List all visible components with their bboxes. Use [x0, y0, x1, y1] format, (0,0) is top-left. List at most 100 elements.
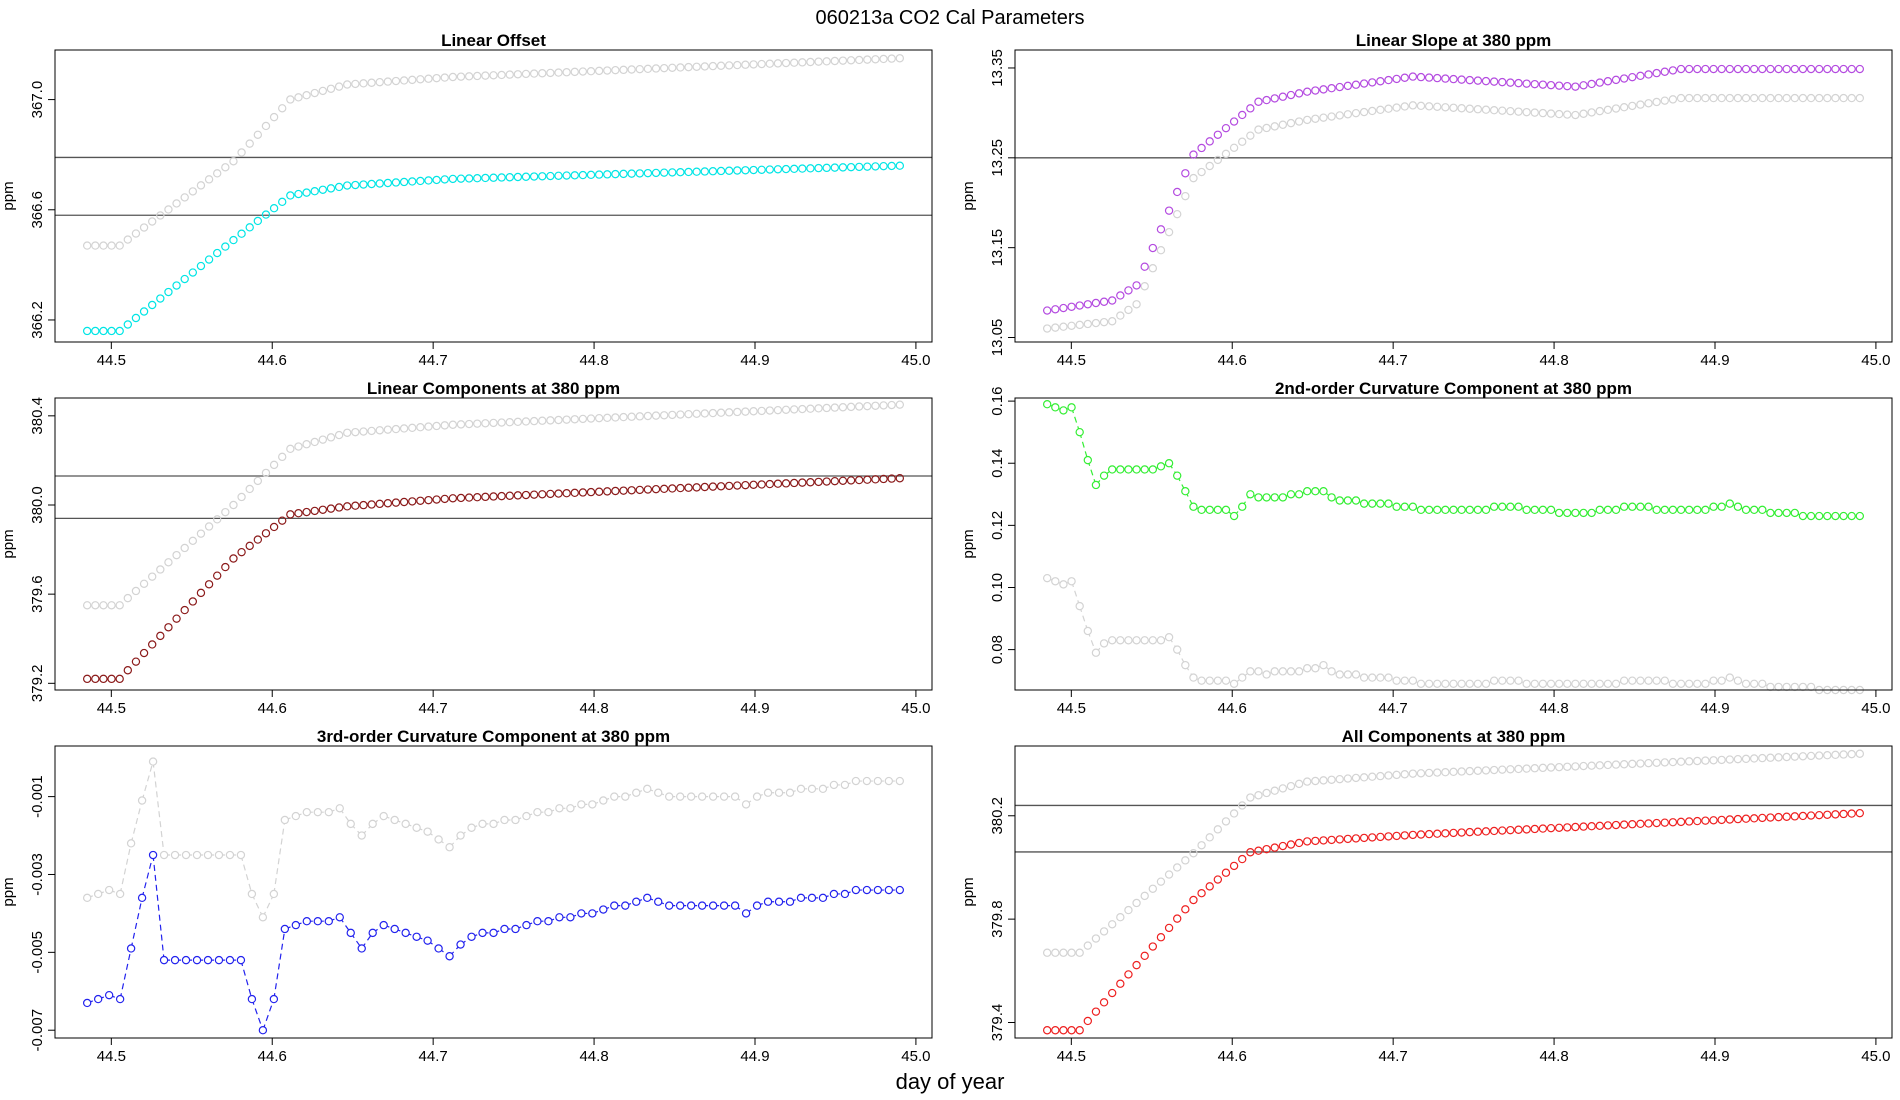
data-point: [798, 164, 807, 173]
data-point: [887, 474, 896, 483]
data-point: [1717, 502, 1726, 511]
data-point: [1229, 117, 1239, 126]
data-point: [1238, 110, 1247, 120]
series-green: [1042, 400, 1865, 521]
data-point-bg: [808, 894, 816, 902]
data-point: [862, 885, 872, 895]
data-point: [456, 940, 465, 949]
x-tick-label: 44.9: [740, 352, 769, 369]
data-point: [367, 78, 376, 87]
data-point: [1351, 496, 1361, 505]
data-point: [1343, 834, 1353, 844]
data-point: [1611, 820, 1621, 830]
data-point-bg: [852, 777, 860, 785]
data-point-bg: [1458, 506, 1466, 514]
data-point: [1124, 465, 1133, 474]
data-point: [1766, 64, 1775, 74]
data-point: [261, 529, 271, 538]
data-point: [1376, 771, 1385, 781]
data-point-bg: [1336, 496, 1344, 505]
data-point: [668, 410, 677, 420]
data-point-bg: [1417, 506, 1425, 514]
series-segment: [240, 959, 253, 1000]
data-point: [1733, 64, 1743, 74]
x-tick-label: 44.7: [419, 352, 448, 369]
data-point: [533, 917, 542, 926]
data-point: [1546, 763, 1556, 772]
data-point: [1067, 948, 1076, 957]
data-point-bg: [1360, 500, 1368, 508]
x-tick-label: 45.0: [901, 700, 930, 717]
data-point: [546, 416, 555, 425]
data-point: [1782, 508, 1791, 518]
data-point: [1368, 673, 1377, 682]
data-point: [1839, 809, 1848, 819]
data-point: [632, 897, 641, 906]
data-point: [261, 121, 271, 131]
data-point-bg: [1409, 677, 1417, 685]
data-point: [884, 885, 894, 895]
data-point: [521, 172, 531, 181]
data-point: [326, 184, 336, 193]
data-point: [1384, 832, 1393, 841]
data-point-bg: [731, 902, 739, 910]
data-point-bg: [204, 956, 212, 964]
series-segment: [1087, 459, 1097, 486]
data-point: [1847, 93, 1856, 103]
data-point-bg: [1222, 506, 1230, 514]
data-point-bg: [336, 804, 344, 812]
data-point: [1368, 106, 1377, 116]
data-point: [684, 62, 693, 72]
data-point: [164, 287, 173, 297]
data-point: [1286, 90, 1296, 100]
data-point: [814, 57, 823, 66]
data-point: [676, 167, 685, 177]
data-point: [1156, 225, 1166, 234]
data-point: [851, 776, 861, 786]
data-point-bg: [742, 909, 750, 918]
y-tick-label: 0.08: [989, 635, 1006, 664]
data-point: [1814, 751, 1824, 760]
data-point: [269, 889, 279, 899]
data-point: [594, 413, 604, 423]
data-point: [104, 990, 114, 1000]
data-point-bg: [1750, 680, 1758, 688]
data-point-bg: [1791, 683, 1799, 691]
data-point: [1806, 511, 1816, 521]
data-point: [1213, 825, 1223, 834]
data-point: [1847, 809, 1856, 818]
data-point-bg: [1441, 506, 1449, 514]
series-segment: [119, 948, 132, 1000]
x-tick-label: 44.8: [579, 700, 608, 717]
data-point: [1116, 979, 1125, 988]
data-point: [213, 169, 222, 178]
data-point: [773, 479, 783, 488]
data-point: [1303, 87, 1312, 96]
data-point: [643, 485, 653, 494]
data-point: [1693, 816, 1702, 826]
data-point-bg: [731, 793, 739, 801]
data-point-bg: [1328, 667, 1336, 675]
series-segment: [130, 897, 143, 949]
y-tick-label: 379.8: [989, 900, 1006, 938]
data-point: [424, 74, 433, 83]
data-point: [1449, 74, 1458, 84]
data-point-bg: [281, 816, 289, 824]
data-point-bg: [1433, 506, 1441, 514]
data-point: [1749, 814, 1759, 823]
data-point: [1303, 664, 1312, 673]
data-point: [692, 167, 701, 176]
x-tick-label: 44.8: [579, 352, 608, 369]
data-point: [1327, 667, 1336, 676]
data-point: [1701, 679, 1710, 688]
data-point: [107, 601, 116, 610]
data-point: [846, 476, 856, 485]
data-point-bg: [698, 793, 706, 801]
data-point: [700, 409, 709, 418]
data-point-bg: [654, 789, 662, 797]
data-point: [692, 62, 701, 71]
data-point: [473, 419, 482, 428]
data-point: [806, 478, 815, 487]
data-point-bg: [1222, 677, 1230, 685]
data-point: [440, 494, 449, 504]
